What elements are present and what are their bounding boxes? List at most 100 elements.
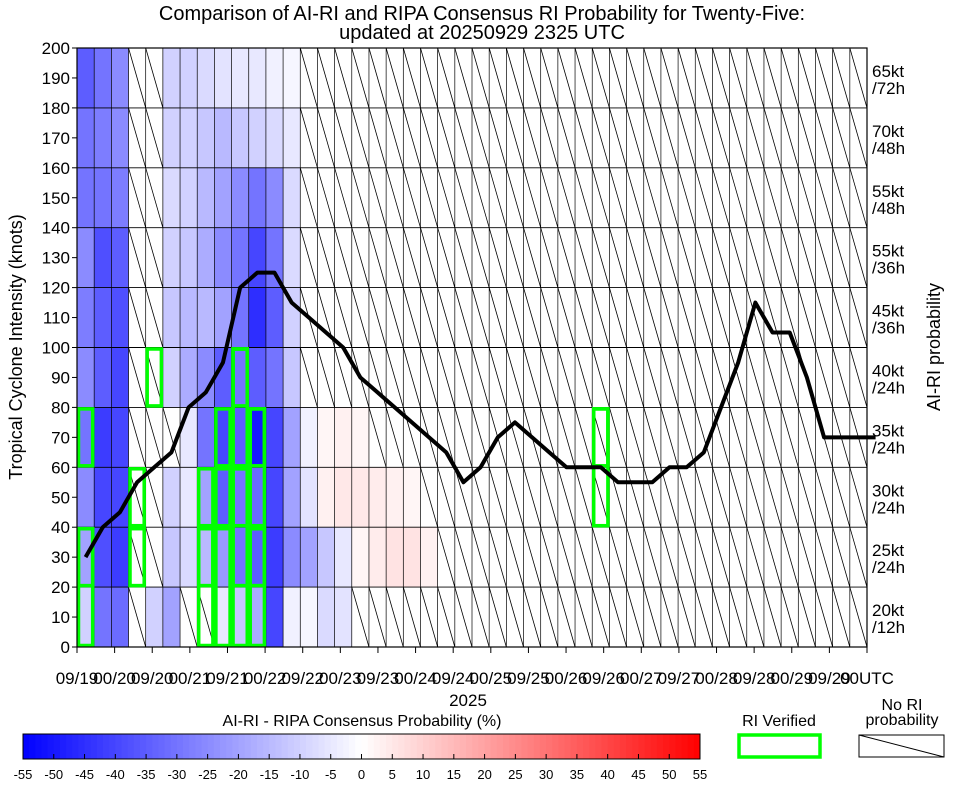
cell-value [265, 527, 284, 588]
cell-hatch [574, 407, 593, 468]
cell-value [214, 347, 232, 408]
colorbar-swatch [484, 734, 492, 759]
cell-hatch [780, 347, 799, 408]
row-label-window: /36h [872, 259, 905, 278]
colorbar-swatch [164, 734, 172, 759]
colorbar-swatch [496, 734, 504, 759]
cell-hatch [780, 107, 799, 168]
x-tick-label: 00/20 [93, 669, 136, 688]
cell-hatch [299, 347, 318, 408]
cell-hatch [299, 47, 318, 109]
colorbar-swatch [632, 734, 639, 759]
colorbar-swatch [66, 734, 73, 759]
row-label-threshold: 70kt [872, 122, 904, 141]
colorbar-swatch [410, 734, 418, 759]
cell-value [317, 587, 335, 647]
cell-hatch [454, 167, 473, 228]
cell-hatch [626, 407, 645, 468]
y-tick-label: 200 [42, 39, 70, 58]
x-axis-year: 2025 [449, 691, 487, 710]
cell-value [368, 527, 387, 588]
cell-hatch [609, 107, 627, 168]
colorbar-swatch [355, 734, 362, 759]
cell-hatch [488, 107, 507, 168]
colorbar-tick-label: -55 [14, 767, 33, 782]
x-tick-label: 00/28 [695, 669, 738, 688]
cell-value [403, 527, 421, 588]
x-tick-label: 00/22 [244, 669, 287, 688]
y-tick-label: 0 [61, 638, 70, 657]
ri-verified-box [214, 407, 232, 468]
cell-hatch [797, 287, 816, 348]
colorbar-swatch [219, 734, 227, 759]
cell-hatch [128, 167, 147, 228]
colorbar-swatch [373, 734, 381, 759]
cell-value [162, 107, 181, 168]
colorbar-swatch [109, 734, 116, 759]
cell-hatch [471, 467, 490, 528]
cell-value [145, 587, 164, 647]
cell-hatch [574, 227, 593, 288]
cell-hatch [162, 407, 181, 468]
colorbar-tick-label: 20 [477, 767, 491, 782]
colorbar-swatch [213, 734, 221, 759]
cell-value [197, 227, 215, 288]
colorbar-swatch [53, 734, 61, 759]
cell-value [197, 347, 215, 408]
y-tick-label: 140 [42, 219, 70, 238]
cell-value [248, 527, 267, 588]
colorbar-swatch [312, 734, 319, 759]
cell-hatch [746, 467, 765, 528]
cell-hatch [557, 347, 576, 408]
cell-hatch [437, 47, 456, 109]
cell-hatch [780, 47, 799, 109]
cell-hatch [505, 467, 524, 528]
cell-hatch [471, 347, 490, 408]
colorbar-tick-label: 5 [389, 767, 396, 782]
cell-hatch [471, 287, 490, 348]
cell-hatch [334, 47, 353, 109]
cell-hatch [626, 167, 645, 228]
cell-hatch [832, 47, 851, 109]
cell-value [162, 527, 181, 588]
cell-hatch [849, 527, 868, 588]
cell-value [94, 227, 112, 288]
cell-value [386, 467, 404, 528]
cell-hatch [454, 407, 473, 468]
colorbar-swatch [398, 734, 406, 759]
cell-hatch [660, 527, 679, 588]
colorbar-tick-label: 25 [508, 767, 522, 782]
cell-value [283, 107, 301, 168]
cell-hatch [402, 287, 421, 348]
cell-hatch [505, 167, 524, 228]
cell-value [77, 407, 95, 468]
ri-verified-box [214, 526, 232, 648]
cell-hatch [317, 47, 335, 109]
colorbar-swatch [453, 734, 461, 759]
cell-hatch [299, 107, 318, 168]
cell-hatch [574, 167, 593, 228]
cell-value [300, 587, 318, 647]
cell-value [180, 407, 198, 468]
cell-value [94, 48, 112, 108]
colorbar-swatch [158, 734, 166, 759]
colorbar-swatch [250, 734, 258, 759]
colorbar-swatch [595, 734, 603, 759]
cell-hatch [591, 527, 610, 588]
cell-hatch [694, 167, 713, 228]
cell-hatch [832, 227, 851, 288]
x-tick-label: 09/28 [733, 669, 776, 688]
colorbar-swatch [478, 734, 486, 759]
cell-hatch [454, 586, 473, 648]
cell-value [214, 287, 232, 348]
cell-value [248, 467, 267, 528]
colorbar-swatch [324, 734, 332, 759]
cell-hatch [729, 47, 748, 109]
cell-hatch [815, 227, 834, 288]
cell-hatch [471, 107, 490, 168]
cell-hatch [454, 47, 473, 109]
cell-hatch [763, 107, 782, 168]
cell-hatch [763, 167, 782, 228]
colorbar-swatch [293, 734, 301, 759]
cell-value [162, 467, 181, 528]
